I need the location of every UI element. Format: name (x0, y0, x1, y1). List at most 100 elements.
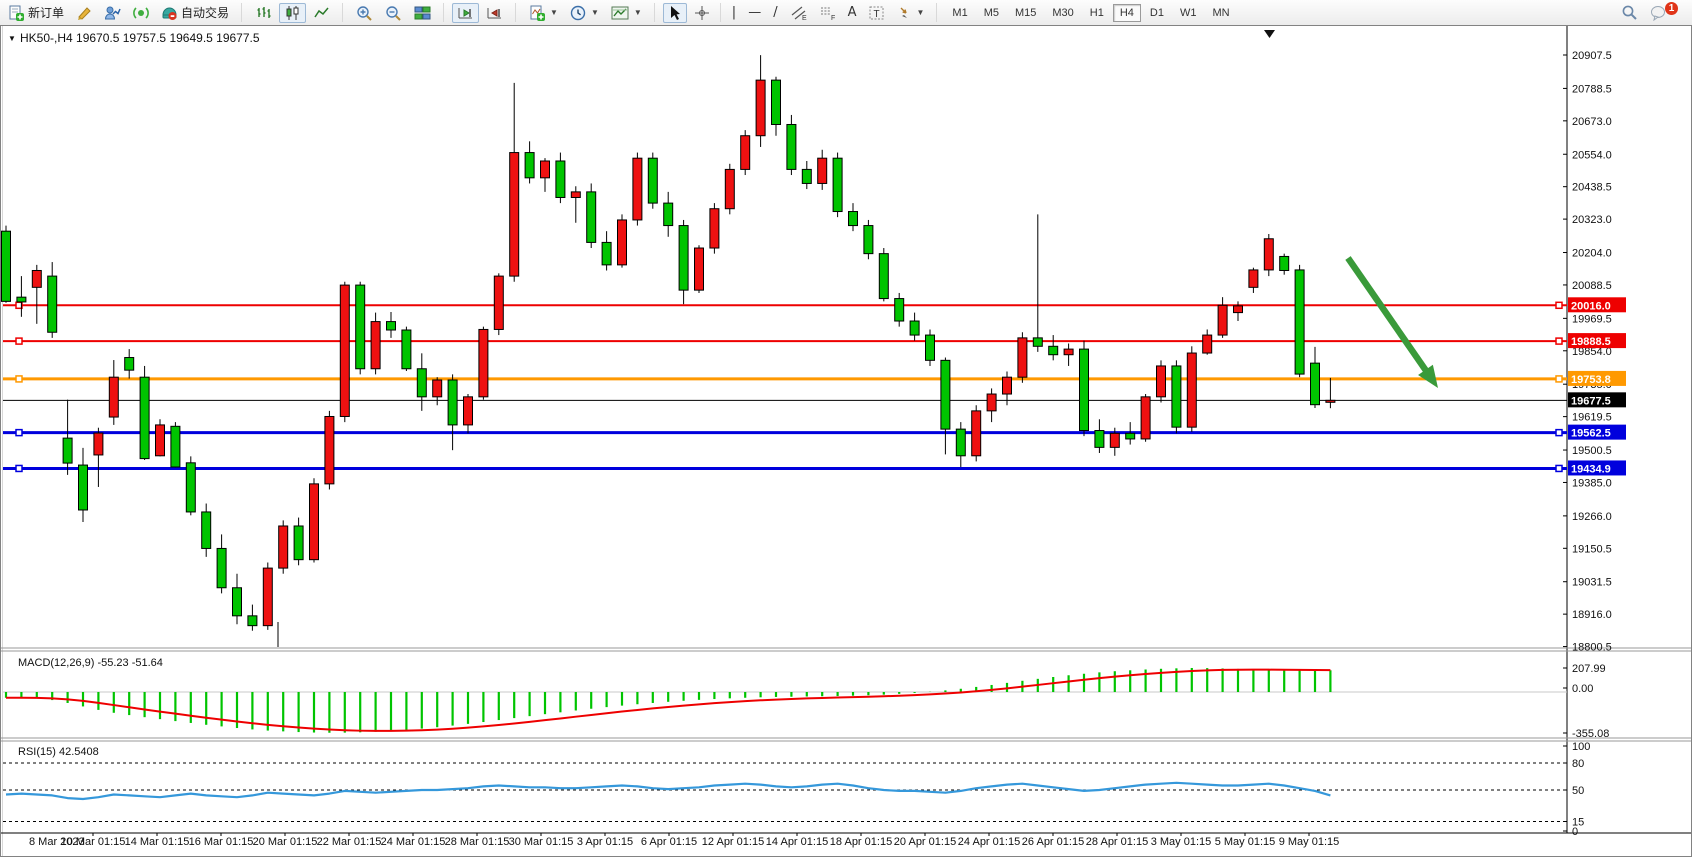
signals-button[interactable] (128, 3, 154, 23)
zoom-in-button[interactable] (351, 3, 378, 23)
line-handle[interactable] (15, 375, 23, 383)
tf-m1[interactable]: M1 (952, 6, 968, 19)
candle (663, 202, 674, 227)
line-handle[interactable] (1555, 301, 1563, 310)
arrows-tool[interactable]: ▼ (892, 3, 929, 23)
pencil-icon (78, 6, 91, 20)
candle (1063, 348, 1074, 356)
timeframe-group: M1 M5 M15 M30 H1 H4 D1 W1 MN (942, 0, 1239, 25)
candle (232, 587, 242, 617)
line-handle[interactable] (1555, 464, 1563, 473)
trend-arrow-annotation[interactable] (1345, 256, 1431, 376)
price-tick-label: 19031.5 (1572, 577, 1612, 589)
candle (1032, 337, 1043, 347)
rsi-line (5, 781, 1331, 801)
candle (324, 415, 335, 485)
candle (940, 359, 951, 430)
profiles-button[interactable] (99, 3, 126, 23)
price-tick-label: 19150.5 (1572, 543, 1612, 555)
crosshair-tool-button[interactable] (689, 3, 715, 23)
chart-collapse-icon: ▼ (8, 34, 16, 43)
tf-m15[interactable]: M15 (1014, 6, 1037, 19)
date-label: 26 Apr 01:15 (1022, 836, 1084, 848)
price-tick-label: 19854.0 (1572, 346, 1612, 358)
candle (1217, 304, 1228, 336)
candle (524, 152, 535, 179)
candle (170, 425, 181, 468)
chart-shift-button[interactable] (481, 3, 508, 23)
candlestick-chart-button[interactable] (279, 2, 307, 23)
fibonacci-tool[interactable]: F (814, 3, 841, 23)
line-handle[interactable] (1555, 428, 1563, 437)
fibonacci-icon: F (820, 7, 835, 21)
horizontal-line-tool[interactable]: — (743, 3, 766, 22)
candle (709, 208, 720, 249)
date-label: 20 Apr 01:15 (894, 836, 956, 848)
price-badge (1568, 424, 1626, 440)
line-handle[interactable] (15, 464, 23, 473)
zoom-out-button[interactable] (380, 3, 407, 23)
candle (832, 157, 843, 213)
trendline-icon: / (773, 5, 778, 20)
indicators-button[interactable]: ▼ (524, 3, 563, 23)
search-button[interactable] (1616, 2, 1643, 23)
candle (817, 157, 828, 184)
date-label: 28 Mar 01:15 (445, 836, 510, 848)
tile-windows-button[interactable] (409, 3, 436, 23)
auto-scroll-button[interactable] (452, 2, 480, 23)
tf-h4[interactable]: H4 (1112, 3, 1141, 22)
text-tool[interactable]: A (843, 3, 862, 22)
line-handle[interactable] (1555, 375, 1563, 383)
chat-bubble-icon (1651, 5, 1665, 21)
price-tick-label: 18916.0 (1572, 609, 1612, 621)
candle (386, 321, 396, 331)
candle (78, 464, 88, 511)
periods-button[interactable]: ▼ (565, 3, 604, 23)
tf-h1[interactable]: H1 (1089, 6, 1104, 19)
bar-chart-button[interactable] (250, 3, 277, 23)
line-handle[interactable] (15, 337, 23, 345)
price-badge (1568, 333, 1626, 349)
tf-m30[interactable]: M30 (1052, 6, 1074, 19)
candle (247, 615, 258, 627)
candle (216, 547, 227, 589)
text-label-tool[interactable]: T (863, 3, 890, 23)
tf-d1[interactable]: D1 (1149, 6, 1164, 19)
date-label: 20 Mar 01:15 (253, 836, 318, 848)
candle (1294, 269, 1305, 375)
auto-trading-button[interactable]: 自动交易 (156, 2, 234, 23)
history-button[interactable] (71, 3, 97, 23)
chart-window[interactable]: 20907.5 20788.5 20673.0 20554.0 20438.5 20323… (0, 25, 1692, 857)
tf-m5[interactable]: M5 (983, 6, 999, 19)
new-order-button[interactable]: 新订单 (3, 2, 69, 23)
auto-trading-icon (162, 6, 177, 20)
chat-button[interactable]: 1 (1645, 2, 1689, 23)
date-label: 18 Apr 01:15 (830, 836, 892, 848)
chart-corner-marker[interactable] (1264, 30, 1275, 38)
tf-mn[interactable]: MN (1212, 6, 1230, 19)
candle (1233, 305, 1243, 314)
candle (786, 123, 797, 170)
candle (93, 432, 104, 456)
line-chart-button[interactable] (308, 3, 335, 23)
price-badge-label: 19562.5 (1571, 428, 1611, 440)
equidistant-channel-tool[interactable]: E (785, 3, 812, 23)
candle (447, 379, 458, 426)
templates-button[interactable]: ▼ (606, 3, 647, 23)
candle (401, 329, 412, 370)
line-handle[interactable] (1555, 337, 1563, 345)
trendline-tool[interactable]: / (768, 3, 782, 22)
price-chart-canvas[interactable]: 20907.5 20788.5 20673.0 20554.0 20438.5 20323… (0, 25, 1692, 857)
cursor-tool-button[interactable] (662, 2, 687, 23)
date-label: 3 Apr 01:15 (577, 836, 633, 848)
line-handle[interactable] (15, 428, 23, 437)
tf-w1[interactable]: W1 (1179, 6, 1197, 19)
rsi-label: RSI(15) 42.5408 (18, 746, 99, 758)
candle (16, 296, 27, 303)
price-tick-label: 19969.5 (1572, 313, 1612, 325)
toolbar-separator (934, 3, 941, 22)
price-badge (1568, 297, 1626, 313)
price-tick-label: 19266.0 (1572, 511, 1612, 523)
candle (1325, 399, 1336, 403)
vertical-line-tool[interactable]: | (727, 3, 741, 22)
